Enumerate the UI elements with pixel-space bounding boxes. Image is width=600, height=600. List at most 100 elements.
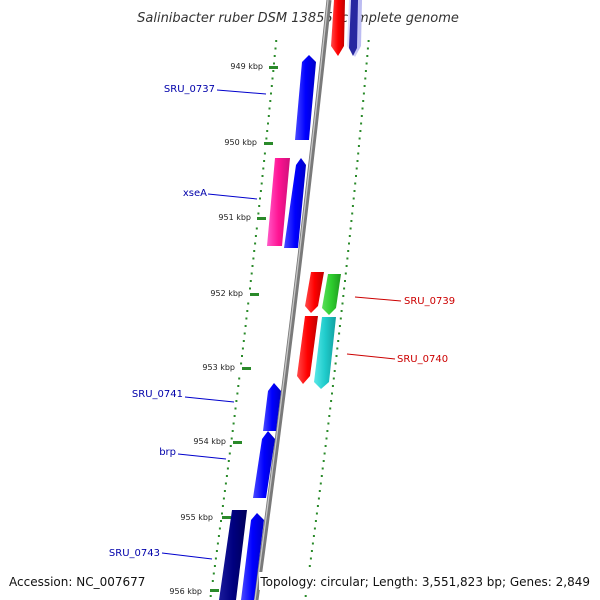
gene-label-group-xseA: xseA bbox=[183, 188, 258, 200]
kbp-label: 951 kbp bbox=[218, 213, 251, 222]
minor-tick bbox=[357, 152, 360, 155]
minor-tick bbox=[235, 400, 238, 402]
gene-label-brp[interactable]: brp bbox=[159, 447, 176, 458]
minor-tick bbox=[353, 190, 356, 192]
minor-tick bbox=[344, 280, 346, 282]
minor-tick bbox=[216, 542, 219, 545]
minor-tick bbox=[242, 340, 245, 342]
gene-arrow-top-dark bbox=[349, 0, 358, 56]
minor-tick bbox=[357, 145, 360, 147]
gene-label-xseA[interactable]: xseA bbox=[183, 188, 207, 199]
minor-tick bbox=[223, 490, 226, 492]
minor-tick bbox=[329, 407, 332, 410]
major-tick bbox=[222, 516, 231, 519]
minor-tick bbox=[257, 212, 260, 215]
minor-tick bbox=[342, 295, 345, 297]
minor-tick bbox=[349, 227, 352, 230]
minor-tick bbox=[232, 422, 235, 425]
minor-tick bbox=[327, 422, 330, 425]
gene-label-SRU_0740[interactable]: SRU_0740 bbox=[397, 354, 448, 365]
gene-arrow-brp[interactable] bbox=[253, 431, 275, 498]
leader-line bbox=[207, 193, 258, 200]
minor-tick bbox=[331, 392, 333, 395]
minor-tick bbox=[351, 212, 354, 215]
minor-tick bbox=[261, 175, 264, 177]
minor-tick bbox=[253, 250, 256, 252]
gene-arrow-plus-951 bbox=[284, 158, 306, 248]
outer-tick-ring bbox=[304, 40, 370, 597]
minor-tick bbox=[310, 550, 313, 552]
minor-tick bbox=[312, 535, 315, 537]
footer-accession-bg bbox=[4, 572, 144, 590]
major-tick bbox=[210, 589, 219, 592]
gene-arrow-minus-top bbox=[331, 0, 345, 56]
minor-tick bbox=[333, 370, 336, 372]
kbp-marker-953: 953 kbp bbox=[202, 363, 251, 372]
kbp-marker-951: 951 kbp bbox=[218, 213, 266, 222]
minor-tick bbox=[220, 520, 222, 522]
minor-tick bbox=[330, 400, 333, 402]
minor-tick bbox=[214, 557, 217, 560]
gene-label-SRU_0739[interactable]: SRU_0739 bbox=[404, 296, 455, 307]
gene-label-group-SRU_0737: SRU_0737 bbox=[164, 84, 267, 95]
minor-tick bbox=[260, 182, 263, 185]
minor-tick bbox=[251, 265, 254, 267]
minor-tick bbox=[268, 107, 271, 110]
genome-backbone bbox=[253, 0, 332, 600]
minor-tick bbox=[343, 287, 346, 290]
minor-tick bbox=[215, 550, 218, 552]
kbp-marker-950: 950 kbp bbox=[224, 138, 273, 147]
kbp-marker-955: 955 kbp bbox=[180, 513, 231, 522]
gene-label-group-SRU_0740: SRU_0740 bbox=[346, 353, 448, 365]
minor-tick bbox=[263, 160, 266, 162]
minor-tick bbox=[326, 430, 329, 432]
minor-tick bbox=[339, 317, 342, 320]
minor-tick bbox=[362, 100, 365, 102]
minor-tick bbox=[265, 137, 268, 140]
minor-tick bbox=[347, 250, 350, 252]
minor-tick bbox=[338, 325, 341, 327]
minor-tick bbox=[218, 527, 221, 530]
leader-line bbox=[216, 89, 267, 95]
minor-tick bbox=[224, 482, 227, 485]
minor-tick bbox=[267, 122, 269, 125]
minor-tick bbox=[259, 197, 261, 200]
minor-tick bbox=[244, 325, 247, 327]
minor-tick bbox=[255, 227, 258, 230]
minor-tick bbox=[247, 302, 250, 305]
minor-tick bbox=[340, 310, 343, 312]
gene-label-group-SRU_0741: SRU_0741 bbox=[132, 389, 235, 403]
minor-tick bbox=[317, 497, 320, 500]
gene-arrow-SRU_0741[interactable] bbox=[263, 383, 281, 431]
minor-tick bbox=[365, 62, 368, 65]
minor-tick bbox=[338, 332, 341, 335]
gene-arrow-SRU_0737[interactable] bbox=[295, 55, 316, 140]
minor-tick bbox=[254, 242, 257, 245]
minor-tick bbox=[344, 272, 347, 275]
leader-line bbox=[346, 353, 396, 360]
minor-tick bbox=[262, 167, 265, 170]
minor-tick bbox=[346, 257, 349, 260]
footer-summary: Topology: circular; Length: 3,551,823 bp… bbox=[259, 575, 590, 589]
gene-arrow-SRU_0740[interactable] bbox=[314, 317, 336, 389]
minor-tick bbox=[334, 362, 337, 365]
minor-tick bbox=[263, 152, 266, 155]
major-tick bbox=[233, 441, 242, 444]
gene-arrow-SRU_0743[interactable] bbox=[219, 510, 247, 600]
gene-label-SRU_0737[interactable]: SRU_0737 bbox=[164, 84, 215, 95]
gene-label-group-SRU_0743: SRU_0743 bbox=[109, 548, 213, 560]
minor-tick bbox=[243, 332, 246, 335]
minor-tick bbox=[226, 467, 229, 470]
minor-tick bbox=[225, 475, 228, 477]
kbp-label: 950 kbp bbox=[224, 138, 257, 147]
leader-line bbox=[177, 453, 227, 460]
genome-backbone-highlight bbox=[254, 0, 329, 600]
minor-tick bbox=[270, 85, 273, 87]
minor-tick bbox=[331, 385, 334, 387]
gene-arrow-SRU_0739[interactable] bbox=[322, 274, 341, 315]
gene-arrow-xseA[interactable] bbox=[267, 158, 290, 246]
minor-tick bbox=[274, 47, 277, 50]
gene-label-SRU_0743[interactable]: SRU_0743 bbox=[109, 548, 160, 559]
kbp-marker-949: 949 kbp bbox=[230, 62, 278, 71]
gene-label-SRU_0741[interactable]: SRU_0741 bbox=[132, 389, 183, 400]
